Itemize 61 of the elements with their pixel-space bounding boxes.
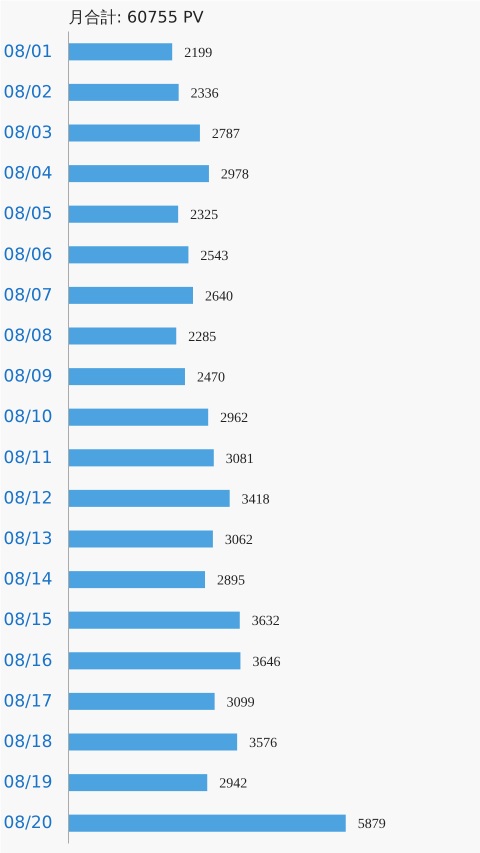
bar <box>68 124 200 142</box>
y-tick-label: 08/11 <box>4 448 53 468</box>
y-tick-label: 08/19 <box>4 772 53 793</box>
data-label: 3632 <box>252 614 280 630</box>
bar <box>68 530 213 548</box>
y-tick-label: 08/05 <box>4 204 53 224</box>
data-label: 2962 <box>220 411 248 426</box>
data-label: 2895 <box>217 574 246 589</box>
y-tick-label: 08/10 <box>4 407 53 428</box>
bar <box>68 733 238 751</box>
bar <box>68 571 206 588</box>
bar <box>68 246 188 264</box>
y-tick-label: 08/14 <box>4 570 53 590</box>
data-label: 2470 <box>196 370 225 386</box>
bar <box>68 449 214 466</box>
y-tick-label: 08/08 <box>4 326 53 346</box>
data-label: 2978 <box>220 168 249 183</box>
y-tick-label: 08/09 <box>4 366 53 387</box>
data-label: 3646 <box>252 654 280 670</box>
bar <box>68 814 346 832</box>
bar <box>68 490 230 507</box>
data-label: 2942 <box>219 776 248 792</box>
y-tick-label: 08/02 <box>4 82 53 102</box>
bar <box>68 327 176 345</box>
y-tick-label: 08/03 <box>4 123 53 143</box>
y-tick-label: 08/06 <box>4 244 53 265</box>
y-tick-label: 08/04 <box>4 164 53 184</box>
bar <box>68 165 209 182</box>
data-label: 2543 <box>200 248 228 264</box>
y-tick-label: 08/17 <box>4 691 53 712</box>
data-label: 2336 <box>190 86 219 102</box>
y-tick-label: 08/12 <box>4 488 53 508</box>
y-tick-label: 08/18 <box>4 732 53 752</box>
data-label: 2640 <box>204 289 233 304</box>
data-label: 3418 <box>242 492 270 508</box>
y-tick-label: 08/07 <box>4 285 53 306</box>
data-label: 3576 <box>249 736 278 751</box>
bar <box>68 774 208 792</box>
bar <box>68 84 179 101</box>
bar <box>68 368 185 386</box>
data-label: 3099 <box>226 695 255 710</box>
data-label: 2285 <box>188 330 216 345</box>
bar <box>68 692 215 710</box>
bar <box>68 652 240 670</box>
bar <box>68 206 178 223</box>
bar <box>68 612 240 629</box>
y-tick-label: 08/20 <box>4 813 53 834</box>
bar <box>68 43 172 60</box>
data-label: 2787 <box>212 127 240 142</box>
y-tick-label: 08/15 <box>4 610 53 630</box>
y-tick-label: 08/13 <box>4 529 53 549</box>
data-label: 3081 <box>226 452 254 467</box>
data-label: 3062 <box>224 533 253 548</box>
data-label: 5879 <box>358 817 386 832</box>
chart-title: 月合計: 60755 PV <box>68 8 204 26</box>
y-tick-label: 08/16 <box>4 650 53 671</box>
y-tick-label: 08/01 <box>4 42 53 62</box>
data-label: 2199 <box>184 46 212 61</box>
bar <box>68 286 193 304</box>
data-label: 2325 <box>190 208 218 224</box>
bar <box>68 408 208 426</box>
